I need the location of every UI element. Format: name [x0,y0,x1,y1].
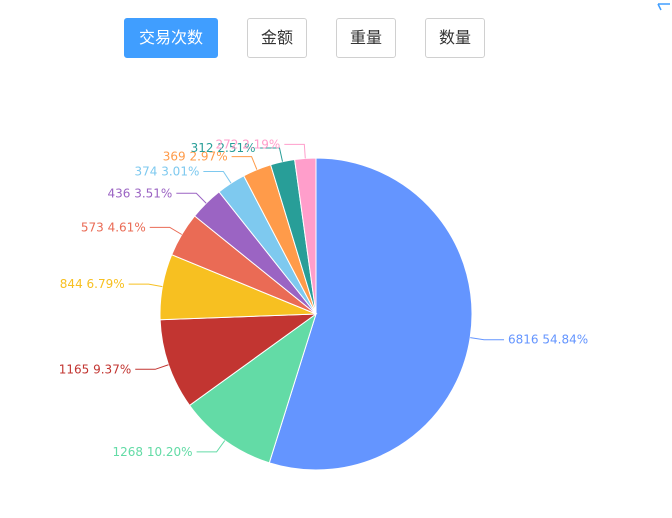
pie-label-5: 436 3.51% [107,186,172,200]
pie-label-9: 272 2.19% [215,137,280,151]
pie-label-7: 369 2.97% [163,150,228,164]
pie-leader-2 [135,364,169,370]
pie-leader-8 [259,147,283,162]
tab-quantity[interactable]: 数量 [425,18,485,58]
pie-label-3: 844 6.79% [60,277,125,291]
tab-trade-count[interactable]: 交易次数 [124,18,218,58]
pie-slice-2[interactable] [159,313,318,407]
pie-leader-3 [128,283,163,288]
pie-leader-7 [231,156,258,170]
pie-leader-6 [203,170,232,184]
pie-label-2: 1165 9.37% [59,362,131,376]
tab-amount[interactable]: 金额 [247,18,307,58]
pie-leader-5 [176,192,207,204]
pie-leader-9 [284,143,306,159]
corner-fold-icon [657,3,670,11]
pie-slice-1[interactable] [188,312,317,464]
pie-label-8: 312 2.51% [191,141,256,155]
pie-leader-lines [128,143,505,453]
pie-label-6: 374 3.01% [135,164,200,178]
pie-leader-4 [149,226,183,235]
pie-leader-0 [470,337,505,341]
metric-tab-bar: 交易次数 金额 重量 数量 [0,0,672,80]
pie-label-1: 1268 10.20% [112,445,192,459]
pie-leader-1 [196,440,226,453]
pie-slices [159,157,473,471]
pie-labels: 6816 54.84% 1268 10.20% 1165 9.37% 844 6.79… [59,137,588,459]
pie-label-0: 6816 54.84% [508,333,588,347]
tab-weight[interactable]: 重量 [336,18,396,58]
pie-label-4: 573 4.61% [81,220,146,234]
